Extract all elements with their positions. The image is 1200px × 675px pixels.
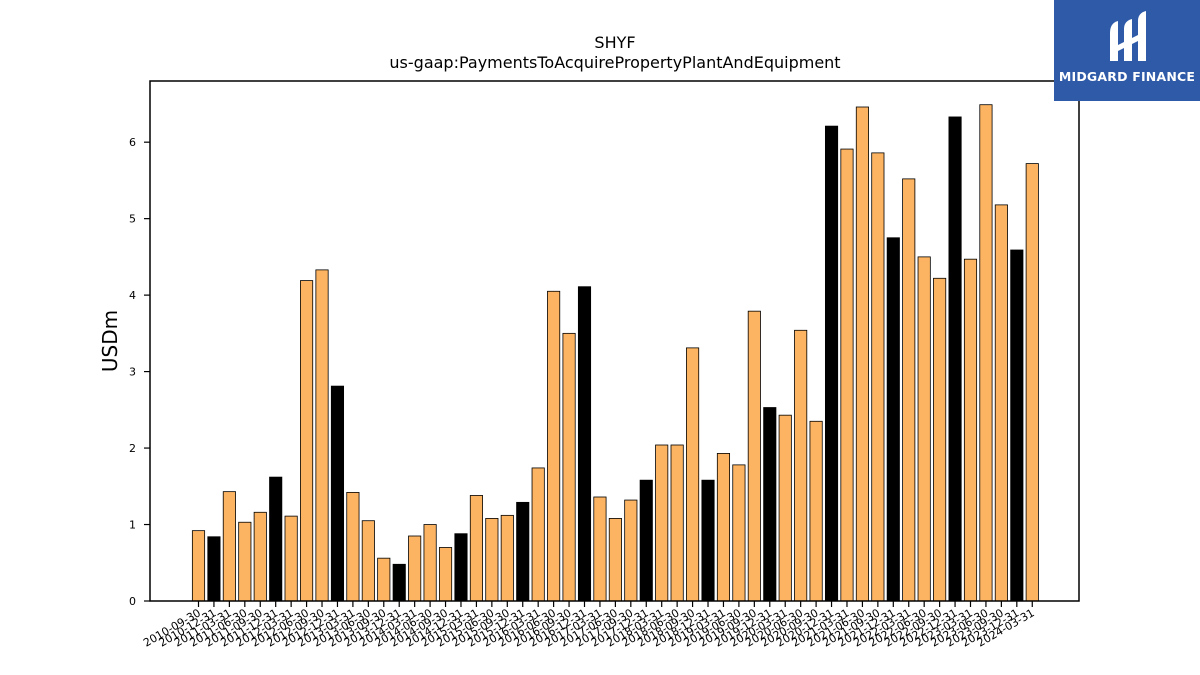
bar [469, 495, 483, 602]
midgard-finance-logo: MIDGARD FINANCE [1054, 0, 1200, 101]
bar [300, 280, 314, 602]
bar [516, 501, 530, 602]
bar [269, 476, 283, 602]
bar [639, 479, 653, 602]
bar [191, 530, 206, 602]
bar [346, 492, 360, 602]
bar [238, 521, 252, 602]
bar [222, 491, 236, 602]
bar [933, 277, 947, 602]
logo-mark-icon [1110, 11, 1146, 61]
bar [655, 444, 669, 602]
bar [454, 533, 468, 602]
y-tick-label: 5 [129, 213, 136, 226]
bar [330, 385, 345, 602]
bar [886, 237, 900, 602]
bar [408, 535, 422, 602]
bar [500, 514, 514, 602]
bar [840, 148, 854, 602]
bar [948, 116, 962, 602]
bar [438, 547, 453, 602]
bar [763, 407, 777, 602]
bar [855, 106, 869, 602]
bar [809, 420, 823, 602]
chart-title: SHYF [594, 33, 635, 52]
bar [531, 467, 545, 602]
bar [547, 290, 561, 602]
bar [315, 269, 329, 602]
bar [624, 499, 638, 602]
y-tick-label: 0 [129, 595, 136, 608]
bar [608, 518, 622, 602]
bar [1010, 249, 1024, 602]
bar [963, 258, 978, 602]
y-tick-label: 6 [129, 136, 136, 149]
bar [284, 515, 298, 602]
bar [1025, 163, 1039, 602]
bar [794, 329, 808, 602]
bar [207, 536, 221, 602]
logo-text: MIDGARD FINANCE [1058, 69, 1196, 84]
plot-frame [149, 80, 1080, 602]
bar [824, 125, 839, 602]
bar [577, 286, 592, 602]
bar [778, 414, 792, 602]
bar [747, 310, 761, 602]
bar [701, 479, 715, 602]
y-axis-label: USDm [98, 310, 122, 372]
bar [670, 444, 684, 602]
bar [562, 332, 576, 602]
bar [593, 496, 607, 602]
y-tick-label: 3 [129, 366, 136, 379]
bar [361, 520, 375, 602]
bar [917, 256, 931, 602]
bar [732, 464, 746, 602]
bar [377, 557, 391, 602]
x-axis-ticks: 2010-09-302010-12-312011-03-312011-06-30… [141, 601, 1037, 650]
bar [994, 204, 1008, 602]
bar [871, 152, 885, 602]
bar [902, 178, 916, 602]
bar [485, 518, 499, 602]
chart-subtitle: us-gaap:PaymentsToAcquirePropertyPlantAn… [389, 53, 840, 72]
bar [716, 453, 731, 602]
bar [979, 104, 993, 602]
y-tick-label: 2 [129, 442, 136, 455]
bar [253, 511, 267, 602]
bar [423, 524, 437, 602]
y-axis-ticks: 0 1 2 3 4 5 6 [129, 136, 150, 608]
bar [392, 563, 406, 602]
bar [686, 347, 700, 602]
y-tick-label: 1 [129, 519, 136, 532]
bar-series [191, 104, 1039, 602]
y-tick-label: 4 [129, 289, 136, 302]
